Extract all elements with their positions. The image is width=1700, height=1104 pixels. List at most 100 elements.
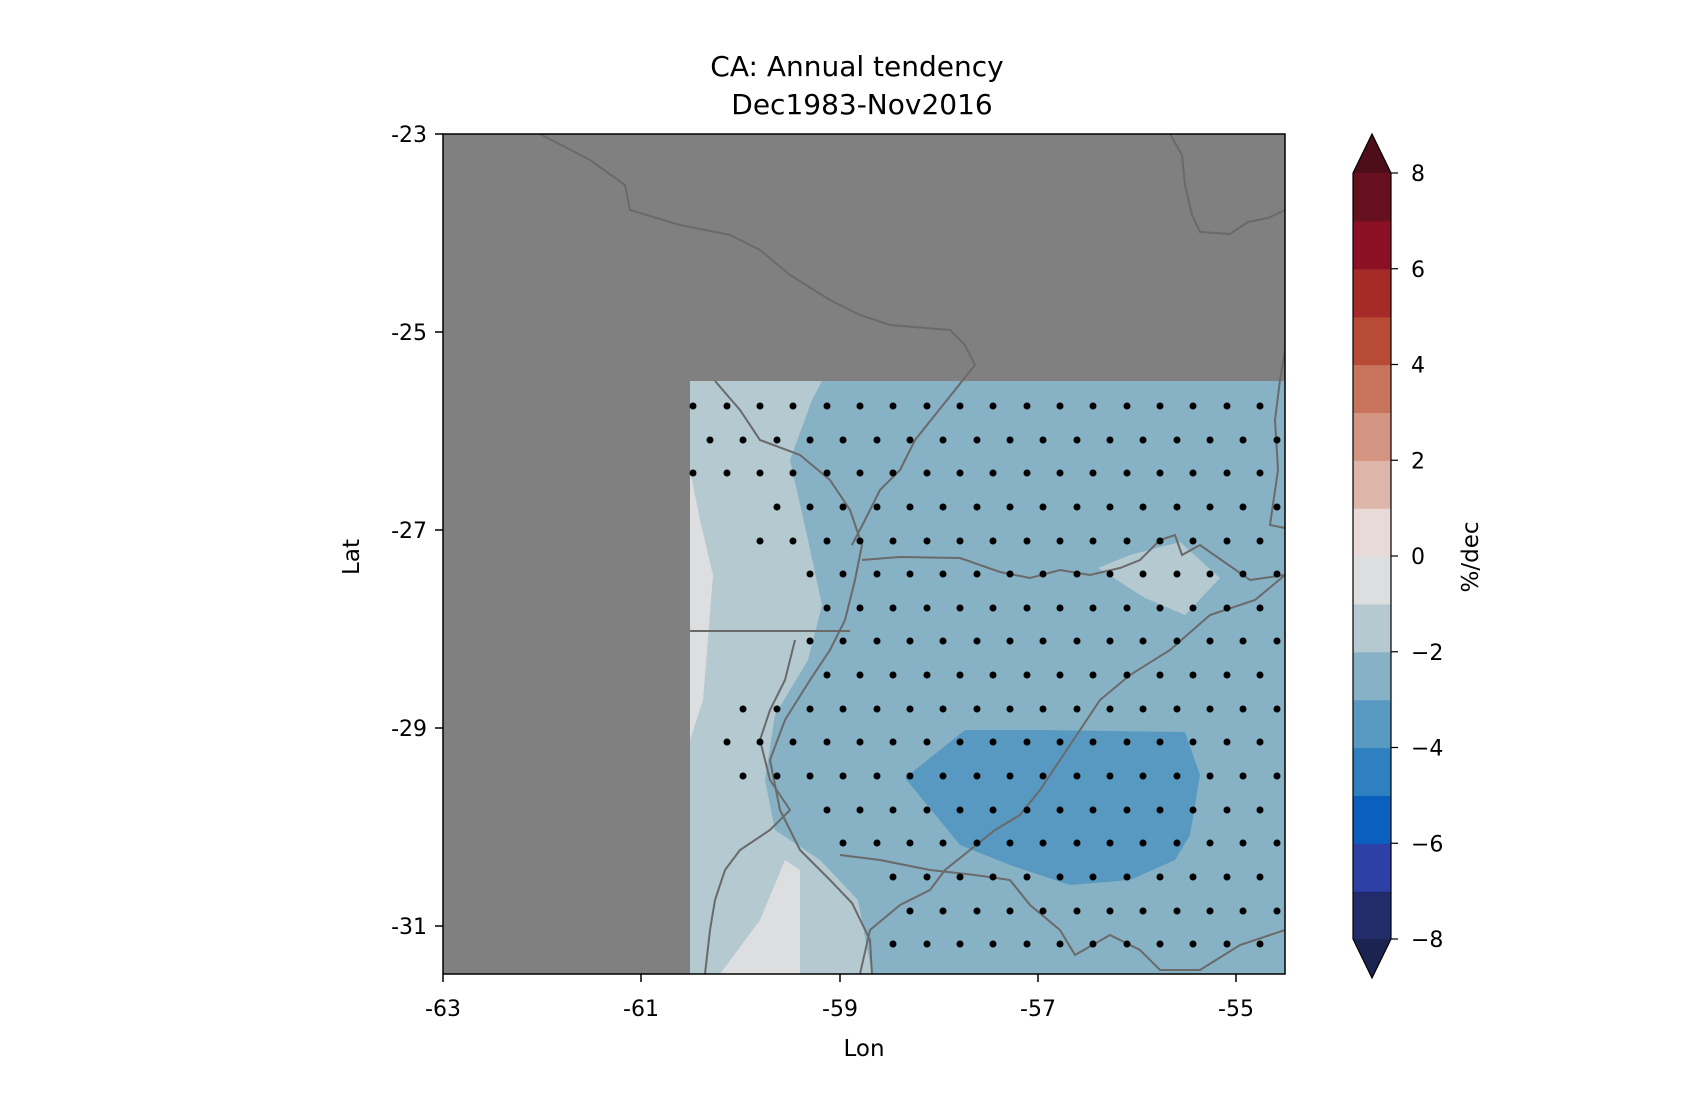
stipple-dot (1124, 807, 1131, 814)
stipple-dot (1040, 706, 1047, 713)
stipple-dot (1107, 773, 1114, 780)
colorbar-level (1353, 173, 1391, 221)
stipple-dot (807, 504, 814, 511)
stipple-dot (874, 706, 881, 713)
stipple-dot (1224, 739, 1231, 746)
stipple-dot (940, 706, 947, 713)
stipple-dot (1207, 437, 1214, 444)
stipple-dot (924, 403, 931, 410)
stipple-dot (774, 706, 781, 713)
stipple-dot (1140, 571, 1147, 578)
stipple-dot (974, 638, 981, 645)
stipple-dot (990, 807, 997, 814)
stipple-dot (1257, 739, 1264, 746)
stipple-dot (974, 504, 981, 511)
stipple-dot (757, 470, 764, 477)
stipple-dot (907, 638, 914, 645)
stipple-dot (1007, 908, 1014, 915)
colorbar-tick-label: 0 (1411, 545, 1425, 570)
stipple-dot (790, 403, 797, 410)
stipple-dot (1107, 908, 1114, 915)
stipple-dot (1207, 840, 1214, 847)
stipple-dot (1274, 706, 1281, 713)
colorbar-level (1353, 508, 1391, 556)
stipple-dot (874, 504, 881, 511)
colorbar: 8 6 4 2 0 −2 −4 −6 −8 %/dec (1353, 134, 1484, 978)
stipple-dot (940, 504, 947, 511)
stipple-dot (1157, 807, 1164, 814)
stipple-dot (824, 538, 831, 545)
map-area (443, 134, 1285, 974)
stipple-dot (890, 941, 897, 948)
stipple-dot (924, 941, 931, 948)
stipple-dot (807, 706, 814, 713)
stipple-dot (1057, 672, 1064, 679)
stipple-dot (1057, 941, 1064, 948)
x-tick-label: -63 (425, 997, 461, 1022)
stipple-dot (740, 706, 747, 713)
stipple-dot (1090, 739, 1097, 746)
stipple-dot (1257, 672, 1264, 679)
stipple-dot (1224, 538, 1231, 545)
stipple-dot (874, 840, 881, 847)
stipple-dot (1024, 403, 1031, 410)
stipple-dot (757, 403, 764, 410)
stipple-dot (1040, 504, 1047, 511)
stipple-dot (1057, 739, 1064, 746)
colorbar-tick-label: −8 (1411, 928, 1443, 953)
stipple-dot (690, 403, 697, 410)
stipple-dot (1107, 840, 1114, 847)
stipple-dot (774, 504, 781, 511)
stipple-dot (807, 437, 814, 444)
stipple-dot (874, 638, 881, 645)
stipple-dot (1174, 706, 1181, 713)
x-tick-label: -59 (822, 997, 858, 1022)
stipple-dot (990, 739, 997, 746)
stipple-dot (940, 571, 947, 578)
stipple-dot (1040, 638, 1047, 645)
stipple-dot (1140, 638, 1147, 645)
stipple-dot (1157, 874, 1164, 881)
stipple-dot (1224, 470, 1231, 477)
stipple-dot (974, 571, 981, 578)
x-axis: -63 -61 -59 -57 -55 Lon (425, 974, 1254, 1062)
stipple-dot (824, 605, 831, 612)
stipple-dot (1274, 908, 1281, 915)
stipple-dot (990, 672, 997, 679)
stipple-dot (1240, 706, 1247, 713)
stipple-dot (907, 504, 914, 511)
stipple-dot (1190, 807, 1197, 814)
stipple-dot (1157, 941, 1164, 948)
stipple-dot (1024, 874, 1031, 881)
stipple-dot (1074, 437, 1081, 444)
stipple-dot (1107, 504, 1114, 511)
stipple-dot (1107, 571, 1114, 578)
stipple-dot (1090, 672, 1097, 679)
stipple-dot (974, 706, 981, 713)
colorbar-level (1353, 652, 1391, 700)
stipple-dot (1074, 504, 1081, 511)
stipple-dot (940, 638, 947, 645)
colorbar-extend-max (1353, 134, 1391, 173)
stipple-dot (1024, 605, 1031, 612)
colorbar-tick-label: 6 (1411, 258, 1425, 283)
stipple-dot (840, 773, 847, 780)
stipple-dot (1190, 874, 1197, 881)
stipple-dot (1074, 706, 1081, 713)
stipple-dot (907, 437, 914, 444)
stipple-dot (1090, 941, 1097, 948)
x-tick-label: -57 (1020, 997, 1056, 1022)
stipple-dot (907, 840, 914, 847)
stipple-dot (1190, 941, 1197, 948)
stipple-dot (840, 840, 847, 847)
stipple-dot (890, 470, 897, 477)
stipple-dot (1107, 638, 1114, 645)
colorbar-level (1353, 891, 1391, 939)
colorbar-level (1353, 604, 1391, 652)
stipple-dot (774, 437, 781, 444)
stipple-dot (890, 403, 897, 410)
stipple-dot (1024, 739, 1031, 746)
colorbar-tick-label: 2 (1411, 449, 1425, 474)
stipple-dot (1074, 908, 1081, 915)
stipple-dot (924, 470, 931, 477)
